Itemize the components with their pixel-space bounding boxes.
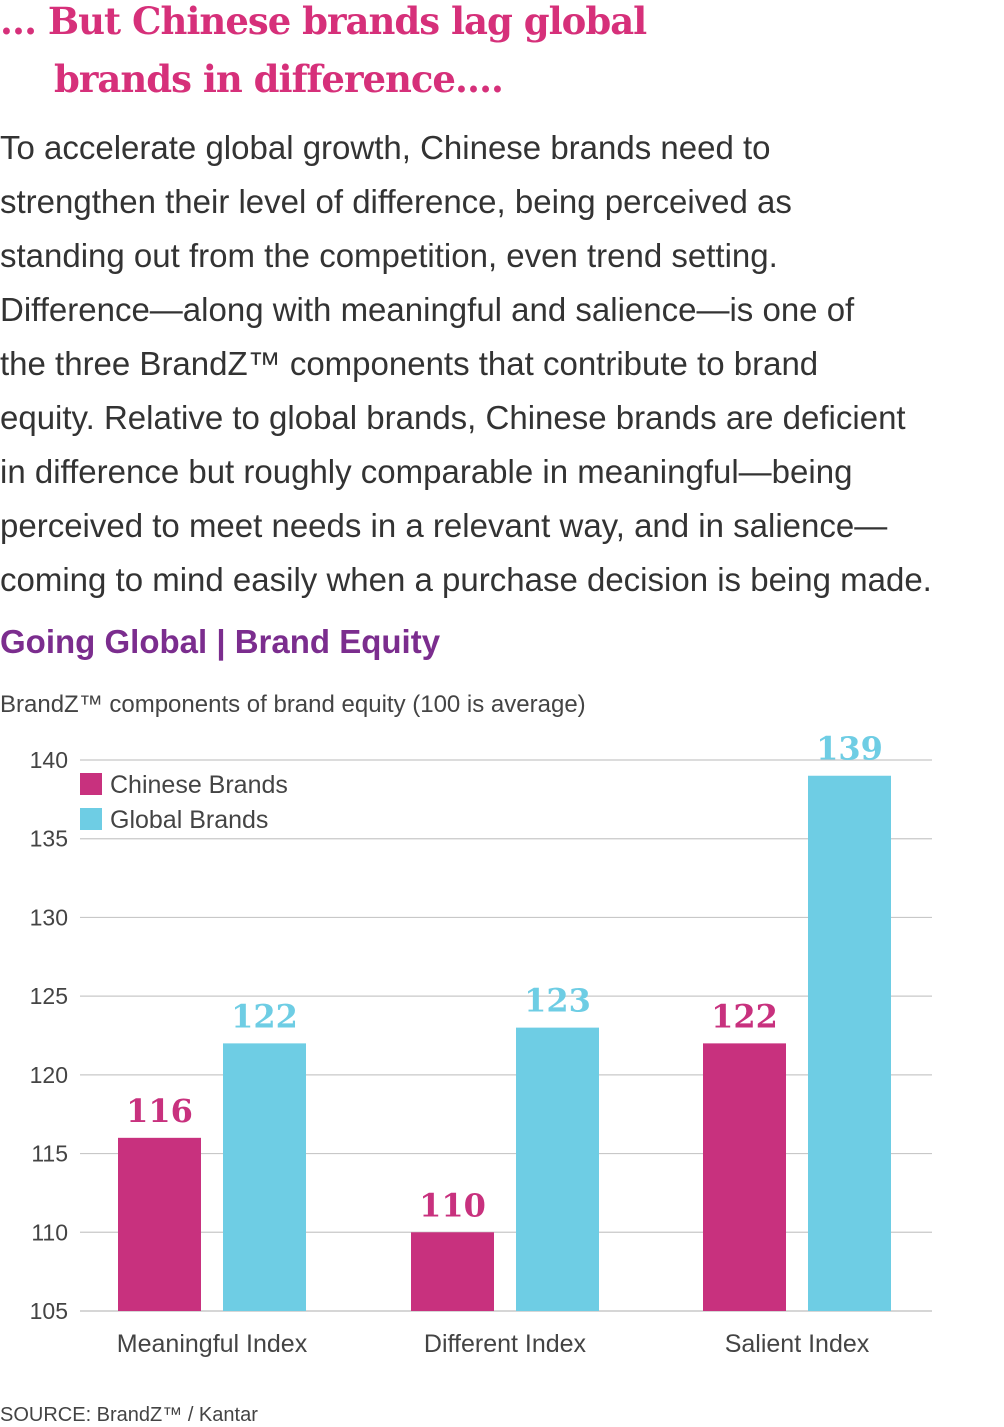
body-line: To accelerate global growth, Chinese bra…	[0, 129, 771, 166]
data-label: 122	[711, 997, 778, 1035]
data-label: 123	[524, 982, 591, 1020]
category-label: Meaningful Index	[117, 1330, 308, 1358]
data-labels: 116 122 110 123 122 139	[126, 730, 883, 1225]
body-line: coming to mind easily when a purchase de…	[0, 561, 932, 598]
legend-swatch	[80, 808, 102, 830]
bar	[411, 1232, 494, 1311]
legend: Chinese Brands Global Brands	[80, 771, 288, 834]
chart-subtitle: BrandZ™ components of brand equity (100 …	[0, 691, 586, 718]
legend-label: Global Brands	[110, 806, 268, 834]
data-label: 110	[419, 1186, 486, 1224]
legend-label: Chinese Brands	[110, 771, 288, 799]
y-tick-label: 140	[30, 747, 68, 773]
body-line: in difference but roughly comparable in …	[0, 453, 853, 490]
y-tick-label: 125	[30, 983, 68, 1009]
y-tick-label: 120	[30, 1062, 68, 1088]
legend-swatch	[80, 773, 102, 795]
data-label: 116	[126, 1092, 193, 1130]
bars	[118, 775, 891, 1311]
grid-lines	[80, 759, 932, 1312]
body-line: equity. Relative to global brands, Chine…	[0, 399, 906, 436]
body-line: strengthen their level of difference, be…	[0, 183, 792, 220]
y-tick-label: 135	[30, 826, 68, 852]
x-axis-categories: Meaningful Index Different Index Salient I…	[117, 1330, 870, 1358]
data-label: 122	[231, 997, 298, 1035]
body-line: Difference—along with meaningful and sal…	[0, 291, 855, 328]
body-paragraph: To accelerate global growth, Chinese bra…	[0, 121, 1004, 607]
y-tick-label: 105	[30, 1298, 68, 1324]
data-label: 139	[816, 730, 883, 768]
source-note: SOURCE: BrandZ™ / Kantar	[0, 1404, 258, 1426]
bar	[516, 1027, 599, 1311]
headline-line-1: … But Chinese brands lag global	[0, 0, 647, 43]
body-line: the three BrandZ™ components that contri…	[0, 345, 819, 382]
bar	[703, 1043, 786, 1311]
category-label: Different Index	[424, 1330, 587, 1358]
y-tick-label: 110	[31, 1219, 68, 1245]
body-line: perceived to meet needs in a relevant wa…	[0, 507, 888, 544]
headline: … But Chinese brands lag global brands i…	[0, 0, 647, 108]
bar-chart: 105 110 115 120 125 130 135 140 116 122 110 123 122…	[30, 730, 932, 1358]
bar	[118, 1137, 201, 1311]
section-title: Going Global | Brand Equity	[0, 623, 441, 660]
y-tick-label: 130	[30, 904, 68, 930]
headline-line-2: brands in difference….	[54, 57, 504, 101]
category-label: Salient Index	[725, 1330, 870, 1358]
body-line: standing out from the competition, even …	[0, 237, 778, 274]
bar	[223, 1043, 306, 1311]
bar	[808, 775, 891, 1311]
y-axis-ticks: 105 110 115 120 125 130 135 140	[30, 747, 68, 1324]
y-tick-label: 115	[31, 1141, 68, 1167]
